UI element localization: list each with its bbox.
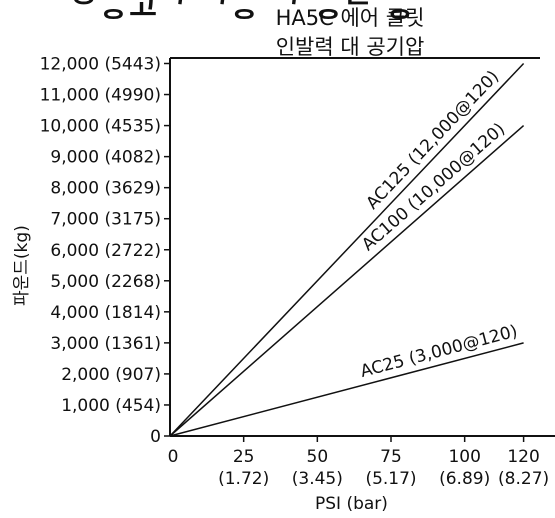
y-tick-label: 7,000 (3175) xyxy=(50,210,161,230)
x-tick-sublabel: (5.17) xyxy=(365,469,416,489)
series-line xyxy=(169,125,525,437)
y-tick-label: 3,000 (1361) xyxy=(50,334,161,354)
x-axis-label: PSI (bar) xyxy=(315,494,388,514)
x-tick-label: 75 xyxy=(380,447,402,467)
y-tick-label: 11,000 (4990) xyxy=(40,86,161,106)
x-tick-sublabel: (3.45) xyxy=(292,469,343,489)
x-tick-sublabel: (8.27) xyxy=(498,469,549,489)
series-line xyxy=(169,342,524,437)
y-tick-label: 9,000 (4082) xyxy=(50,148,161,168)
x-tick-sublabel: (6.89) xyxy=(439,469,490,489)
y-axis-label: 파운드(kg) xyxy=(12,225,32,306)
y-tick-label: 10,000 (4535) xyxy=(40,117,161,137)
x-tick-label: 120 xyxy=(507,447,539,467)
cropped-header-text: ᄋᆼ고ᄀ ᄀᆼ ᄀ ᆼᄅ ᆼ xyxy=(70,0,416,24)
chart-title-line-1: HA5C 에어 클릿 xyxy=(275,6,425,30)
y-tick-label: 0 xyxy=(150,427,161,447)
y-tick-label: 12,000 (5443) xyxy=(40,55,161,75)
y-tick-label: 6,000 (2722) xyxy=(50,241,161,261)
y-tick-label: 8,000 (3629) xyxy=(50,179,161,199)
series-line xyxy=(169,62,525,437)
chart-title-line-2: 인발력 대 공기압 xyxy=(275,35,425,59)
x-tick-label: 50 xyxy=(307,447,329,467)
y-tick-label: 4,000 (1814) xyxy=(50,303,161,323)
x-tick-label: 0 xyxy=(168,447,179,467)
series-label: AC25 (3,000@120) xyxy=(358,321,519,382)
y-tick-label: 5,000 (2268) xyxy=(50,272,161,292)
x-tick-sublabel: (1.72) xyxy=(218,469,269,489)
x-tick-label: 100 xyxy=(448,447,480,467)
y-tick-label: 1,000 (454) xyxy=(61,396,161,416)
x-tick-label: 25 xyxy=(233,447,255,467)
y-tick-label: 2,000 (907) xyxy=(61,365,161,385)
